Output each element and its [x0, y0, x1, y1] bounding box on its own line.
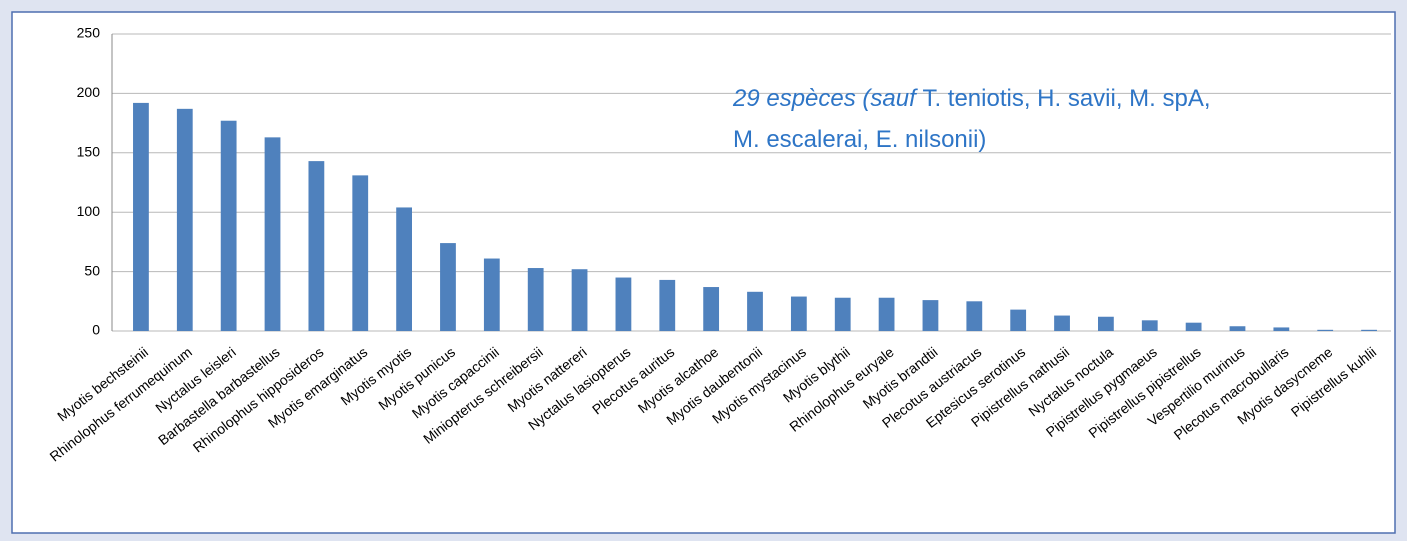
bar — [220, 120, 237, 331]
y-tick-label: 100 — [77, 203, 101, 219]
bar — [747, 291, 763, 331]
bar — [790, 296, 807, 331]
bar — [1141, 320, 1158, 331]
bar — [659, 279, 676, 331]
y-tick-label: 200 — [77, 84, 101, 100]
bar — [615, 277, 632, 331]
y-tick-label: 150 — [77, 144, 101, 160]
bar — [527, 268, 544, 331]
bar — [133, 102, 149, 332]
y-tick-label: 50 — [84, 262, 100, 278]
bar — [352, 175, 369, 331]
bar — [878, 297, 895, 331]
bar — [1098, 316, 1114, 331]
bar — [1185, 322, 1202, 331]
y-tick-label: 250 — [77, 25, 101, 41]
bar — [176, 108, 193, 332]
bar — [1054, 315, 1070, 331]
annotation: 29 espèces (sauf T. teniotis, H. savii, … — [732, 85, 1211, 112]
bar — [1317, 329, 1334, 331]
bar — [571, 269, 588, 331]
bar — [1361, 329, 1377, 331]
bar — [834, 297, 851, 331]
annotation: M. escalerai, E. nilsonii) — [733, 126, 986, 153]
bar — [1010, 309, 1027, 331]
annotation-part: T. teniotis, H. savii, M. spA, — [922, 85, 1210, 112]
bar — [396, 207, 412, 331]
bar — [440, 243, 456, 331]
bar — [1273, 327, 1290, 331]
annotation-part: 29 espèces (sauf — [732, 85, 922, 112]
bar — [308, 161, 325, 331]
bar — [922, 300, 939, 331]
bar — [264, 137, 281, 331]
bar — [966, 301, 983, 331]
y-tick-label: 0 — [92, 322, 100, 338]
bar — [483, 258, 500, 331]
bar — [703, 287, 720, 331]
annotation-part: M. escalerai, E. nilsonii) — [733, 126, 986, 153]
plot-frame — [11, 11, 1396, 534]
bar — [1229, 326, 1246, 331]
